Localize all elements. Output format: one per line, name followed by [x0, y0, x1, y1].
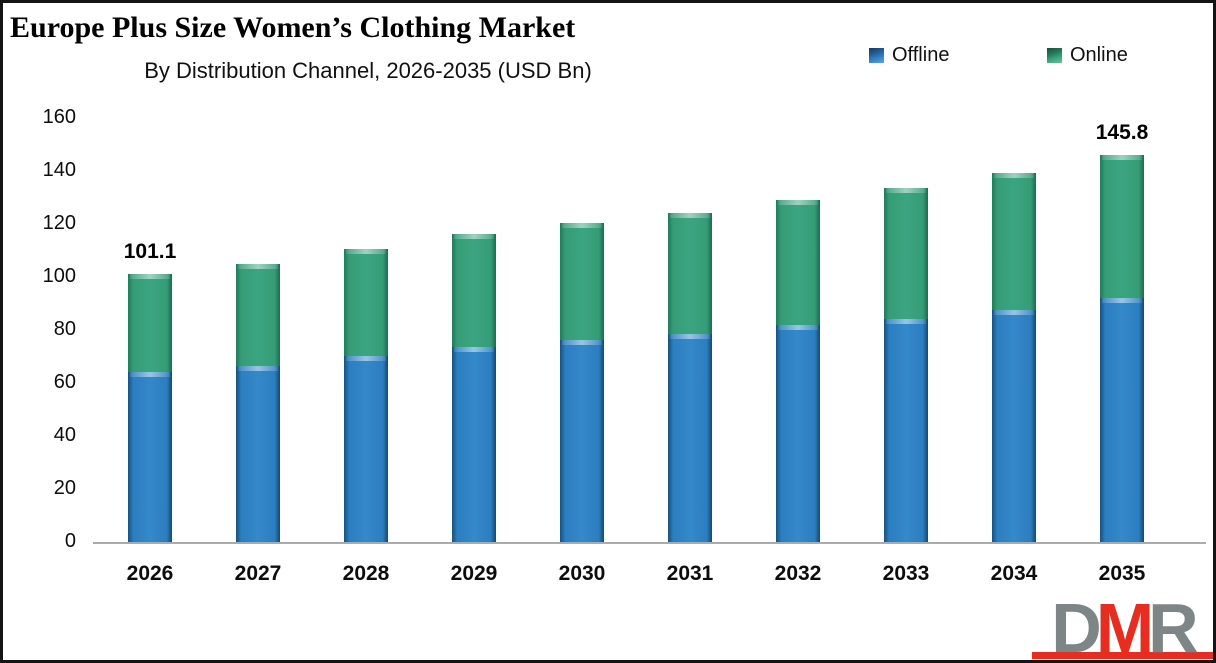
- bar-2026-offline-segment: [128, 372, 172, 542]
- x-axis-label-2026: 2026: [126, 562, 174, 585]
- chart-title: Europe Plus Size Women’s Clothing Market: [10, 11, 576, 44]
- y-axis-tick-160: 160: [42, 106, 76, 128]
- x-axis-label-2033: 2033: [882, 562, 930, 585]
- y-axis-tick-100: 100: [42, 265, 76, 287]
- bar-2035-online-segment: [1100, 155, 1144, 298]
- x-axis-label-2030: 2030: [558, 562, 606, 585]
- data-label-2035: 145.8: [1095, 121, 1149, 144]
- bar-2027-offline-segment: [236, 366, 280, 542]
- legend-item-online: Online: [1047, 44, 1128, 67]
- logo-letter-r: R: [1148, 589, 1199, 663]
- bar-2033-offline-segment: [884, 319, 928, 542]
- bar-2029-offline-segment: [452, 347, 496, 542]
- bar-2029-online-segment: [452, 234, 496, 347]
- bar-2030-online-segment: [560, 223, 604, 340]
- logo-letter-d: D: [1051, 589, 1102, 663]
- y-axis-tick-20: 20: [53, 477, 76, 499]
- bar-2028-offline-segment: [344, 356, 388, 542]
- y-axis-tick-40: 40: [53, 424, 76, 446]
- y-axis-tick-0: 0: [64, 530, 76, 552]
- bar-2033-online-segment: [884, 188, 928, 319]
- legend-label-online: Online: [1070, 44, 1128, 66]
- bar-2032-online-segment: [776, 200, 820, 325]
- y-axis-tick-120: 120: [42, 212, 76, 234]
- chart-subtitle: By Distribution Channel, 2026-2035 (USD …: [144, 58, 592, 83]
- x-axis-label-2031: 2031: [666, 562, 714, 585]
- bar-2031-online-segment: [668, 213, 712, 334]
- y-axis-tick-60: 60: [53, 371, 76, 393]
- logo-red-bar: [1032, 652, 1213, 659]
- logo-text: DMR: [1028, 593, 1213, 660]
- x-axis-label-2028: 2028: [342, 562, 390, 585]
- data-label-2026: 101.1: [123, 240, 177, 263]
- y-axis-tick-140: 140: [42, 159, 76, 181]
- x-axis-label-2029: 2029: [450, 562, 498, 585]
- bar-2034-online-segment: [992, 173, 1036, 310]
- bar-2034-offline-segment: [992, 310, 1036, 542]
- x-axis-label-2035: 2035: [1098, 562, 1146, 585]
- bar-2031-offline-segment: [668, 334, 712, 542]
- bar-2032-offline-segment: [776, 325, 820, 542]
- bar-2028-online-segment: [344, 249, 388, 356]
- x-axis-label-2032: 2032: [774, 562, 822, 585]
- legend-item-offline: Offline: [869, 44, 949, 67]
- plot-area: 0 20 40 60 80 100 120 140 160 2026 2027 2028 2029 203…: [3, 3, 1213, 660]
- offline-legend-swatch-icon: [869, 48, 884, 63]
- bar-2026-online-segment: [128, 274, 172, 372]
- x-axis-line: [93, 542, 1206, 544]
- legend-label-offline: Offline: [892, 44, 950, 66]
- y-axis-tick-80: 80: [53, 318, 76, 340]
- dmr-logo: DMR: [1028, 593, 1213, 660]
- online-legend-swatch-icon: [1047, 48, 1062, 63]
- bar-2030-offline-segment: [560, 340, 604, 542]
- x-axis-label-2027: 2027: [234, 562, 282, 585]
- x-axis-label-2034: 2034: [990, 562, 1038, 585]
- bar-2035-offline-segment: [1100, 298, 1144, 542]
- bar-2027-online-segment: [236, 264, 280, 366]
- logo-letter-m: M: [1095, 589, 1154, 663]
